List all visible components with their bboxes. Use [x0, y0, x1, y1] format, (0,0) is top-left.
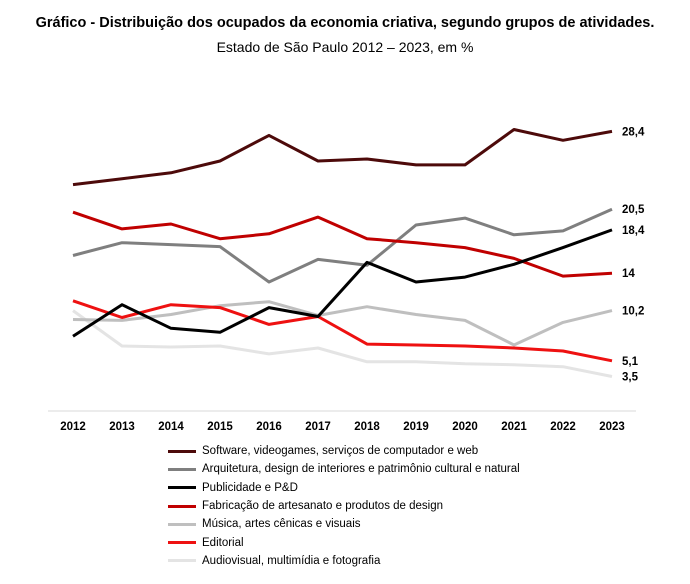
legend-label: Arquitetura, design de interiores e patr…: [202, 463, 520, 475]
x-tick-2019: 2019: [403, 421, 429, 433]
legend-label: Audiovisual, multimídia e fotografia: [202, 555, 380, 567]
x-tick-2020: 2020: [452, 421, 478, 433]
legend-label: Música, artes cênicas e visuais: [202, 518, 361, 530]
legend-item-4: Música, artes cênicas e visuais: [168, 515, 520, 533]
legend-swatch: [168, 468, 196, 471]
x-tick-labels: 2012 2013 2014 2015 2016 2017 2018 2019 2020 2021…: [60, 421, 625, 433]
legend-item-6: Audiovisual, multimídia e fotografia: [168, 552, 520, 570]
legend-item-1: Arquitetura, design de interiores e patr…: [168, 460, 520, 478]
x-tick-2015: 2015: [207, 421, 233, 433]
legend-swatch: [168, 505, 196, 508]
legend-item-2: Publicidade e P&D: [168, 479, 520, 497]
end-label-1: 20,5: [622, 204, 645, 216]
legend-label: Editorial: [202, 537, 244, 549]
legend: Software, videogames, serviços de comput…: [168, 442, 520, 570]
x-tick-2021: 2021: [501, 421, 527, 433]
line-chart: 2012 2013 2014 2015 2016 2017 2018 2019 2020 2021…: [0, 0, 690, 440]
series-lines: [73, 130, 612, 377]
series-end-labels: 28,4 20,5 18,4 14 10,2 5,1 3,5: [622, 126, 645, 383]
legend-label: Fabricação de artesanato e produtos de d…: [202, 500, 443, 512]
legend-item-5: Editorial: [168, 533, 520, 551]
legend-swatch: [168, 541, 196, 544]
legend-swatch: [168, 486, 196, 489]
end-label-5: 5,1: [622, 356, 639, 368]
legend-swatch: [168, 523, 196, 526]
series-line-0: [73, 130, 612, 185]
x-tick-2017: 2017: [305, 421, 331, 433]
end-label-4: 10,2: [622, 306, 644, 318]
x-tick-2016: 2016: [256, 421, 282, 433]
series-line-2: [73, 230, 612, 336]
end-label-3: 14: [622, 268, 635, 280]
x-tick-2012: 2012: [60, 421, 86, 433]
series-line-1: [73, 209, 612, 282]
legend-swatch: [168, 450, 196, 453]
x-tick-2018: 2018: [354, 421, 380, 433]
legend-label: Publicidade e P&D: [202, 482, 298, 494]
end-label-6: 3,5: [622, 372, 639, 384]
end-label-0: 28,4: [622, 126, 645, 138]
legend-swatch: [168, 559, 196, 562]
legend-item-3: Fabricação de artesanato e produtos de d…: [168, 497, 520, 515]
x-tick-2014: 2014: [158, 421, 184, 433]
legend-item-0: Software, videogames, serviços de comput…: [168, 442, 520, 460]
x-tick-2023: 2023: [599, 421, 625, 433]
x-tick-2013: 2013: [109, 421, 135, 433]
end-label-2: 18,4: [622, 225, 645, 237]
legend-label: Software, videogames, serviços de comput…: [202, 445, 478, 457]
x-tick-2022: 2022: [550, 421, 576, 433]
